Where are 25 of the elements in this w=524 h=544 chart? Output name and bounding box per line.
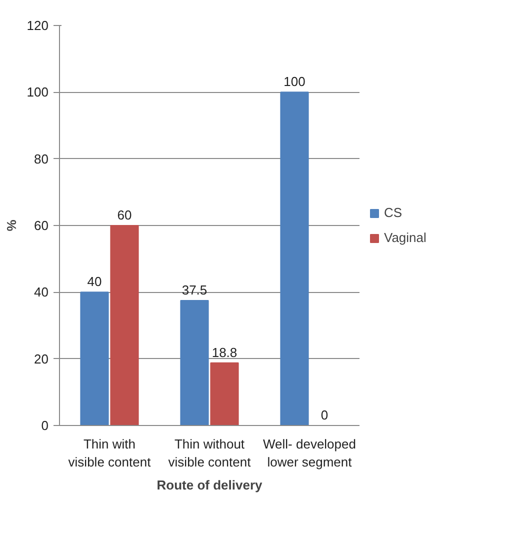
bar [110,225,139,426]
y-tick-label: 60 [34,218,49,233]
data-label: 100 [284,74,306,90]
data-label: 37.5 [182,282,208,298]
y-tick-label: 80 [34,151,49,166]
y-axis-title: % [4,219,19,232]
x-tick-label: Thin without visible content [168,436,252,470]
bar [180,300,209,426]
bar [210,362,239,426]
x-tick-label: Thin with visible content [68,436,152,470]
bar [280,92,309,426]
y-tick-label: 20 [34,351,49,366]
x-axis-title: Route of delivery [156,478,264,492]
data-label: 18.8 [212,344,238,360]
y-tick-label: 40 [34,284,49,300]
y-tick-label: 120 [26,18,49,33]
bar [80,292,109,426]
legend-label: Vaginal [384,230,426,245]
data-label: 60 [117,208,132,222]
data-label: 0 [320,408,328,422]
y-tick-label: 100 [26,84,49,100]
y-tick-label: 0 [41,418,49,433]
x-tick-label: Well- developed lower segment [263,436,356,470]
legend-label: CS [384,205,404,220]
data-label: 40 [87,274,102,290]
